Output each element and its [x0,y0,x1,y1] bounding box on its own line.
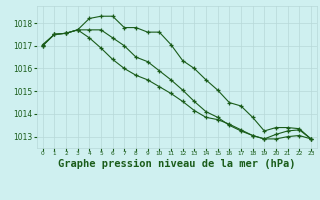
X-axis label: Graphe pression niveau de la mer (hPa): Graphe pression niveau de la mer (hPa) [58,159,296,169]
